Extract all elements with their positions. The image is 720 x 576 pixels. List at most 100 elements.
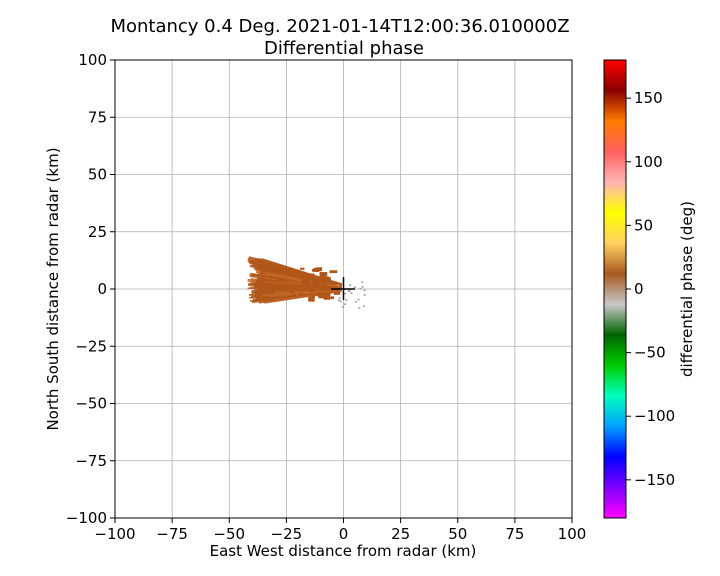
clutter-gate bbox=[353, 286, 356, 289]
echo-gate bbox=[329, 270, 338, 274]
clutter-gate bbox=[354, 301, 357, 303]
clutter-gate bbox=[338, 299, 341, 301]
echo-gate bbox=[299, 267, 305, 270]
echo-gate bbox=[259, 288, 266, 292]
colorbar-ticks: −150 −100 −50 0 50 100 150 bbox=[626, 89, 675, 489]
colorbar-tick-label: −150 bbox=[634, 471, 675, 489]
echo-gate bbox=[323, 272, 328, 276]
clutter-gate bbox=[362, 305, 365, 307]
echo-gate bbox=[330, 296, 335, 300]
echo-gate bbox=[268, 290, 274, 294]
clutter-gate bbox=[337, 284, 340, 287]
clutter-gate bbox=[349, 284, 352, 286]
echo-ray bbox=[262, 272, 342, 288]
colorbar-tick-label: 0 bbox=[634, 280, 644, 298]
echo-gate bbox=[319, 272, 327, 278]
echo-gate bbox=[313, 268, 320, 272]
radar-location-marker bbox=[331, 277, 355, 300]
clutter-gate bbox=[347, 290, 350, 292]
y-tick-label: 50 bbox=[88, 166, 107, 184]
chart-title: Montancy 0.4 Deg. 2021-01-14T12:00:36.01… bbox=[110, 16, 569, 37]
echo-gate bbox=[331, 288, 340, 291]
echo-gate bbox=[292, 294, 297, 297]
x-axis-ticks: −100 −75 −50 −25 0 25 50 75 100 bbox=[94, 518, 586, 543]
colorbar-tick-label: −50 bbox=[634, 344, 666, 362]
y-axis-ticks: −100 −75 −50 −25 0 25 50 75 100 bbox=[66, 51, 115, 527]
colorbar-tick-label: −100 bbox=[634, 407, 675, 425]
echo-gate bbox=[281, 287, 286, 292]
echo-gate bbox=[284, 287, 290, 290]
echo-gate bbox=[272, 270, 280, 274]
echo-gate bbox=[256, 296, 261, 301]
echo-gate bbox=[279, 277, 287, 282]
clutter-gate bbox=[361, 281, 364, 283]
echo-gate bbox=[255, 279, 263, 285]
clutter-gate bbox=[344, 303, 347, 305]
y-axis-label: North South distance from radar (km) bbox=[44, 147, 62, 430]
y-tick-label: 100 bbox=[78, 51, 107, 69]
colorbar-tick-label: 50 bbox=[634, 216, 653, 234]
x-tick-label: 0 bbox=[339, 525, 349, 543]
x-tick-label: 50 bbox=[448, 525, 467, 543]
clutter-gate bbox=[339, 300, 342, 303]
y-tick-label: −50 bbox=[75, 395, 107, 413]
y-tick-label: 0 bbox=[97, 280, 107, 298]
x-axis-label: East West distance from radar (km) bbox=[210, 542, 477, 560]
echo-gate bbox=[308, 289, 316, 292]
colorbar: −150 −100 −50 0 50 100 150 differential phase … bbox=[603, 59, 696, 519]
echo-gate bbox=[303, 279, 310, 283]
echo-gate bbox=[254, 292, 262, 297]
echo-gate bbox=[268, 297, 274, 301]
echo-gate bbox=[309, 285, 316, 291]
echo-gate bbox=[303, 274, 311, 279]
y-tick-label: −75 bbox=[75, 452, 107, 470]
y-tick-label: 25 bbox=[88, 223, 107, 241]
echo-gate bbox=[264, 296, 271, 300]
echo-gate bbox=[323, 296, 331, 300]
echo-gate bbox=[255, 290, 260, 293]
clutter-gate bbox=[358, 307, 361, 309]
echo-gate bbox=[318, 294, 326, 299]
x-tick-label: 25 bbox=[391, 525, 410, 543]
echo-gate bbox=[315, 292, 324, 297]
echo-gate bbox=[319, 283, 327, 288]
echo-gate bbox=[308, 296, 315, 302]
echo-gate bbox=[290, 272, 298, 276]
echo-gate bbox=[285, 269, 293, 272]
x-tick-label: −100 bbox=[94, 525, 135, 543]
clutter-gate bbox=[339, 290, 342, 292]
clutter-gate bbox=[357, 298, 360, 301]
y-tick-label: 75 bbox=[88, 108, 107, 126]
echo-gate bbox=[299, 272, 306, 277]
echo-ray bbox=[253, 288, 342, 299]
x-tick-label: −25 bbox=[271, 525, 303, 543]
echo-gate bbox=[299, 292, 304, 296]
clutter-gate bbox=[359, 287, 362, 290]
echo-gate bbox=[305, 284, 312, 288]
echo-gate bbox=[309, 273, 315, 277]
echo-gate bbox=[289, 288, 295, 294]
colorbar-tick-label: 150 bbox=[634, 89, 663, 107]
y-tick-label: −100 bbox=[66, 509, 107, 527]
echo-gate bbox=[292, 270, 300, 273]
y-tick-label: −25 bbox=[75, 337, 107, 355]
echo-gate bbox=[323, 292, 331, 297]
clutter-gate bbox=[363, 294, 366, 296]
x-tick-label: 100 bbox=[558, 525, 587, 543]
echo-gate bbox=[289, 285, 296, 291]
echo-ray bbox=[261, 282, 342, 290]
clutter-gate bbox=[363, 289, 366, 291]
echo-gate bbox=[259, 277, 265, 282]
radar-echo bbox=[247, 256, 366, 309]
plot-area: −100 −75 −50 −25 0 25 50 75 100 −100 −75 −50 −25 0 25… bbox=[66, 51, 587, 543]
clutter-gate bbox=[344, 292, 347, 295]
echo-gate bbox=[312, 281, 319, 286]
clutter-gate bbox=[361, 286, 364, 288]
clutter-gate bbox=[341, 306, 344, 308]
x-tick-label: 75 bbox=[505, 525, 524, 543]
echo-gate bbox=[323, 277, 331, 281]
echo-gate bbox=[262, 296, 266, 301]
clutter-gate bbox=[338, 297, 341, 299]
chart-subtitle: Differential phase bbox=[264, 38, 424, 59]
